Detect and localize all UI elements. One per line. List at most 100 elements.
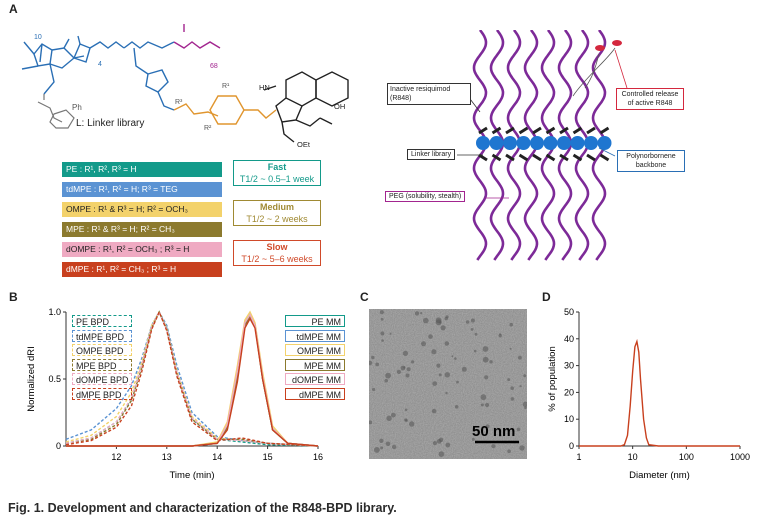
release-rate-value: T1/2 ~ 0.5–1 week (239, 174, 315, 184)
repeat-n10: 10 (34, 34, 42, 41)
linker-stub (586, 153, 596, 162)
y-tick-label: 1.0 (48, 307, 61, 317)
linker-stub (478, 126, 488, 135)
y-tick-label: 0 (569, 441, 574, 451)
linker-stub (545, 126, 556, 135)
backbone-bead (530, 136, 544, 150)
linker-stub (545, 153, 556, 162)
x-axis-label: Diameter (nm) (629, 470, 690, 481)
series-line (65, 310, 319, 447)
x-tick-label: 12 (111, 452, 121, 462)
legend-entry: MPE BPD (72, 358, 132, 371)
legend-mm: PE MM tdMPE MM OMPE MM MPE MM dOMPE MM dMPE M… (285, 315, 345, 402)
series-line (65, 310, 319, 447)
x-tick-label: 14 (212, 452, 222, 462)
x-tick-label: 100 (679, 452, 694, 462)
series-line (66, 310, 319, 447)
r2-label: R² (204, 125, 212, 132)
y-axis-label: Normalized dRI (26, 346, 37, 411)
backbone-bead (557, 136, 571, 150)
linker-stub (478, 153, 488, 162)
release-rate-box: Medium T1/2 ~ 2 weeks (233, 200, 321, 226)
linker-item: MPE : R¹ & R³ = H; R² = CH₃ (62, 222, 222, 237)
panel-c-letter: C (360, 290, 369, 304)
linker-stub (572, 126, 583, 135)
repeat-n68: 68 (210, 63, 218, 70)
release-rate-value: T1/2 ~ 2 weeks (246, 214, 308, 224)
release-rate-title: Fast (267, 162, 287, 172)
bpd-schematic (457, 30, 628, 261)
x-axis-label: Time (min) (169, 470, 214, 481)
backbone-bead (570, 136, 585, 150)
linker-stub (505, 126, 515, 135)
linker-stub (491, 153, 502, 162)
released-r848 (572, 40, 622, 97)
linker-stub (491, 126, 502, 135)
legend-entry: PE MM (285, 315, 345, 327)
linker-stub (599, 153, 610, 162)
release-rate-title: Slow (266, 242, 288, 252)
linker-item: tdMPE : R¹, R² = H; R³ = TEG (62, 182, 222, 197)
y-tick-label: 50 (564, 307, 574, 317)
release-rate-value: T1/2 ~ 5–6 weeks (241, 254, 313, 264)
backbone-bead (476, 136, 490, 150)
linker-stub (559, 153, 569, 162)
linker-item: OMPE : R¹ & R³ = H; R² = OCH₃ (62, 202, 222, 217)
x-tick-label: 1000 (730, 452, 750, 462)
backbone-bead (503, 136, 517, 150)
legend-entry: tdMPE MM (285, 329, 345, 342)
backbone-bead (489, 136, 504, 150)
x-tick-label: 1 (576, 452, 581, 462)
linker-stub (518, 126, 529, 135)
oet-label: OEt (297, 140, 311, 149)
release-rate-title: Medium (259, 202, 294, 212)
linker-stub (532, 153, 542, 162)
legend-entry: dMPE MM (285, 387, 345, 400)
norbornene-backbone (21, 38, 85, 95)
backbone-bead (584, 136, 598, 150)
release-rate-box: Slow T1/2 ~ 5–6 weeks (233, 240, 321, 266)
legend-entry: OMPE BPD (72, 344, 132, 356)
figure-caption: Fig. 1. Development and characterization… (8, 501, 397, 515)
series-line (66, 317, 319, 447)
scale-bar-label: 50 nm (472, 423, 516, 440)
linker-library-label: L: Linker library (76, 118, 145, 129)
release-rate-box: Fast T1/2 ~ 0.5–1 week (233, 160, 321, 186)
legend-entry: dOMPE MM (285, 373, 345, 385)
y-tick-label: 40 (564, 334, 574, 344)
y-tick-label: 30 (564, 361, 574, 371)
x-tick-label: 10 (628, 452, 638, 462)
label-inactive-r848: Inactive resiquimod (R848) (387, 83, 471, 105)
backbone-bead (543, 136, 558, 150)
backbone-beads (476, 126, 612, 162)
legend-bpd: PE BPD tdMPE BPD OMPE BPD MPE BPD dOMPE BPD d… (72, 315, 132, 402)
legend-entry: dOMPE BPD (72, 373, 132, 385)
x-tick-label: 16 (313, 452, 323, 462)
x-tick-label: 15 (263, 452, 273, 462)
chemical-structure: 10 Ph 4 68 R³ R¹ R² HN OH OEt (21, 24, 349, 149)
linker-stub (505, 153, 515, 162)
oh-label: OH (334, 102, 345, 111)
panel-b-letter: B (9, 290, 18, 304)
linker-item: dMPE : R¹, R² = CH₃ ; R³ = H (62, 262, 222, 277)
tem-image (369, 309, 527, 459)
y-tick-label: 0.5 (48, 374, 61, 384)
linker-stub (559, 126, 569, 135)
repeat-n4: 4 (98, 61, 102, 68)
x-tick-label: 13 (162, 452, 172, 462)
legend-entry: MPE MM (285, 358, 345, 371)
legend-entry: OMPE MM (285, 344, 345, 356)
linker-stub (572, 153, 583, 162)
label-peg: PEG (solubility, stealth) (385, 191, 466, 202)
y-axis-label: % of population (547, 346, 558, 412)
r3-label: R³ (175, 99, 183, 106)
linker-stub (532, 126, 542, 135)
hn-label: HN (259, 83, 270, 92)
label-linker-library: Linker library (407, 149, 456, 160)
backbone-bead (597, 136, 612, 150)
backbone-bead (516, 136, 531, 150)
panel-d-letter: D (542, 290, 551, 304)
r1-label: R¹ (222, 83, 230, 90)
linker-item: dOMPE : R¹, R² = OCH₃ ; R³ = H (62, 242, 222, 257)
legend-entry: PE BPD (72, 315, 132, 327)
